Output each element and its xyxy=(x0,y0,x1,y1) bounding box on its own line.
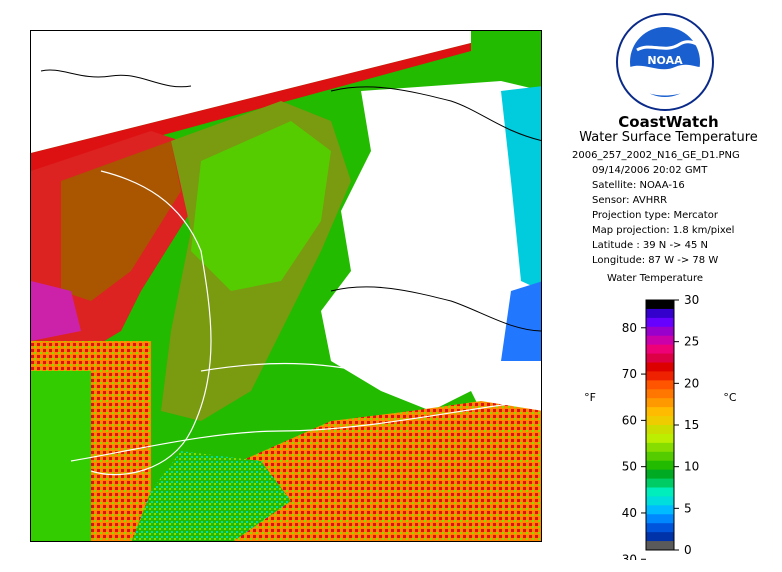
colorbar-segment xyxy=(646,478,674,488)
mixed-speckle-south xyxy=(131,451,291,541)
coast-outline-2 xyxy=(330,86,541,141)
map-projection: Map projection: 1.8 km/pixel xyxy=(592,225,735,236)
colorbar-segment xyxy=(646,416,674,426)
colorbar-segment xyxy=(646,380,674,390)
fahrenheit-tick-label: 50 xyxy=(622,460,637,474)
colorbar-segment xyxy=(646,344,674,355)
legend-unit-f: °F xyxy=(584,391,596,404)
celsius-ticks: 30 25 20 15 10 5 0 xyxy=(674,293,699,557)
shoreline-2 xyxy=(200,362,432,386)
fahrenheit-tick-label: 40 xyxy=(622,506,637,520)
colorbar-segment xyxy=(646,389,674,399)
celsius-tick-label: 25 xyxy=(684,335,699,349)
colorbar-segment xyxy=(646,496,674,506)
colorbar xyxy=(645,299,675,551)
georgian-bay xyxy=(191,121,331,291)
celsius-tick-label: 20 xyxy=(684,376,699,390)
swath-gap xyxy=(31,36,471,153)
colorbar-segment xyxy=(646,300,674,310)
fahrenheit-tick-label: 30 xyxy=(622,552,637,560)
coast-outline-3 xyxy=(40,69,192,88)
fahrenheit-tick-label: 60 xyxy=(622,413,637,427)
fahrenheit-tick-label: 80 xyxy=(622,321,637,335)
colorbar-segment xyxy=(646,505,674,515)
colorbar-segment xyxy=(646,398,674,408)
fahrenheit-tick-label: 70 xyxy=(622,367,637,381)
satellite: Satellite: NOAA-16 xyxy=(592,180,685,191)
cloud-field xyxy=(321,81,541,451)
celsius-tick-label: 0 xyxy=(684,543,692,557)
colorbar-segment xyxy=(646,326,674,337)
warm-speckle-southeast xyxy=(231,401,541,541)
colorbar-segment xyxy=(646,514,674,524)
coast-outline-1 xyxy=(330,286,541,332)
celsius-tick-label: 10 xyxy=(684,460,699,474)
legend-unit-c: °C xyxy=(723,391,737,404)
lake-michigan-magenta xyxy=(31,281,81,341)
sst-map[interactable] xyxy=(30,30,542,542)
product-subtitle: Water Surface Temperature xyxy=(579,130,758,145)
east-cold-water xyxy=(501,281,541,361)
datetime: 09/14/2006 20:02 GMT xyxy=(592,165,708,176)
lake-michigan-brown xyxy=(61,141,181,301)
colorbar-segment xyxy=(646,317,674,328)
colorbar-segment xyxy=(646,425,674,435)
colorbar-segment xyxy=(646,469,674,480)
metadata-block: 2006_257_2002_N16_GE_D1.PNG 09/14/2006 2… xyxy=(572,148,740,268)
colorbar-segment xyxy=(646,407,674,417)
sst-map-graphic xyxy=(31,31,541,541)
celsius-tick-label: 30 xyxy=(684,293,699,307)
celsius-tick-label: 15 xyxy=(684,418,699,432)
celsius-tick-label: 5 xyxy=(684,501,692,515)
colorbar-segment xyxy=(646,433,674,444)
colorbar-segment xyxy=(646,523,674,533)
product-title: CoastWatch xyxy=(618,113,719,131)
colorbar-segment xyxy=(646,451,674,462)
colorbar-segment xyxy=(646,532,674,542)
colorbar-segment xyxy=(646,442,674,453)
colorbar-segment xyxy=(646,371,674,381)
colorbar-segment xyxy=(646,487,674,497)
filename: 2006_257_2002_N16_GE_D1.PNG xyxy=(572,150,740,161)
shoreline-1 xyxy=(90,170,212,476)
fahrenheit-ticks: 80 70 60 50 40 30 xyxy=(622,321,646,560)
sensor: Sensor: AVHRR xyxy=(592,195,668,206)
colorbar-segment xyxy=(646,362,674,372)
longitude-range: Longitude: 87 W -> 78 W xyxy=(592,255,719,266)
shoreline-3 xyxy=(70,400,532,462)
colorbar-segment xyxy=(646,541,674,551)
latitude-range: Latitude : 39 N -> 45 N xyxy=(592,240,708,251)
land-green-left xyxy=(31,371,91,541)
colorbar-segment xyxy=(646,460,674,471)
legend-title: Water Temperature xyxy=(607,273,703,284)
projection-type: Projection type: Mercator xyxy=(592,210,718,221)
colorbar-segment xyxy=(646,335,674,346)
logo-text: NOAA xyxy=(647,54,683,67)
noaa-logo: NOAA xyxy=(616,13,714,111)
colorbar-segment xyxy=(646,353,674,363)
colorbar-segment xyxy=(646,308,674,319)
